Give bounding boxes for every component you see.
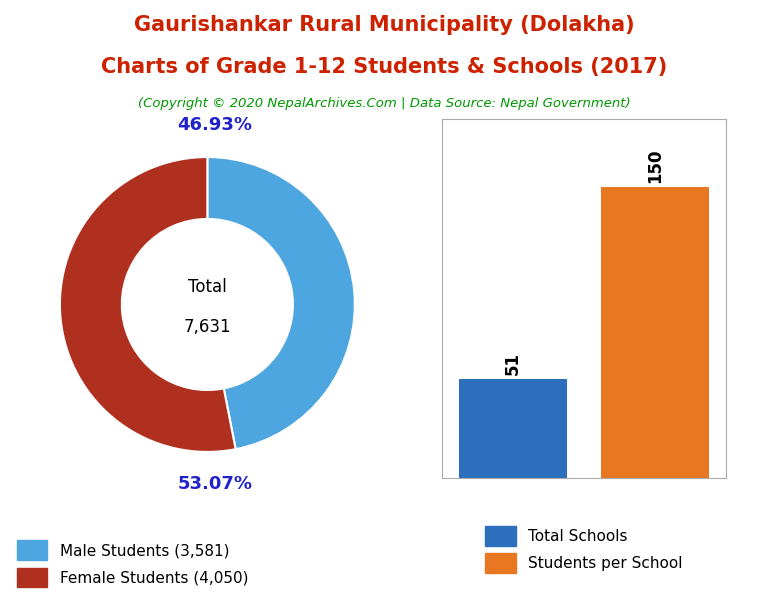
Wedge shape (207, 157, 355, 449)
Text: 150: 150 (646, 149, 664, 183)
Text: Gaurishankar Rural Municipality (Dolakha): Gaurishankar Rural Municipality (Dolakha… (134, 15, 634, 35)
Text: 46.93%: 46.93% (177, 116, 252, 134)
Text: 7,631: 7,631 (184, 318, 231, 336)
Text: (Copyright © 2020 NepalArchives.Com | Data Source: Nepal Government): (Copyright © 2020 NepalArchives.Com | Da… (137, 97, 631, 110)
Legend: Male Students (3,581), Female Students (4,050): Male Students (3,581), Female Students (… (12, 536, 253, 592)
Wedge shape (60, 157, 236, 452)
Bar (601, 187, 709, 478)
Text: Charts of Grade 1-12 Students & Schools (2017): Charts of Grade 1-12 Students & Schools … (101, 57, 667, 77)
Text: 53.07%: 53.07% (177, 475, 252, 493)
Bar (458, 379, 567, 478)
Text: 51: 51 (504, 352, 521, 375)
Text: Total: Total (188, 278, 227, 296)
Legend: Total Schools, Students per School: Total Schools, Students per School (481, 521, 687, 577)
